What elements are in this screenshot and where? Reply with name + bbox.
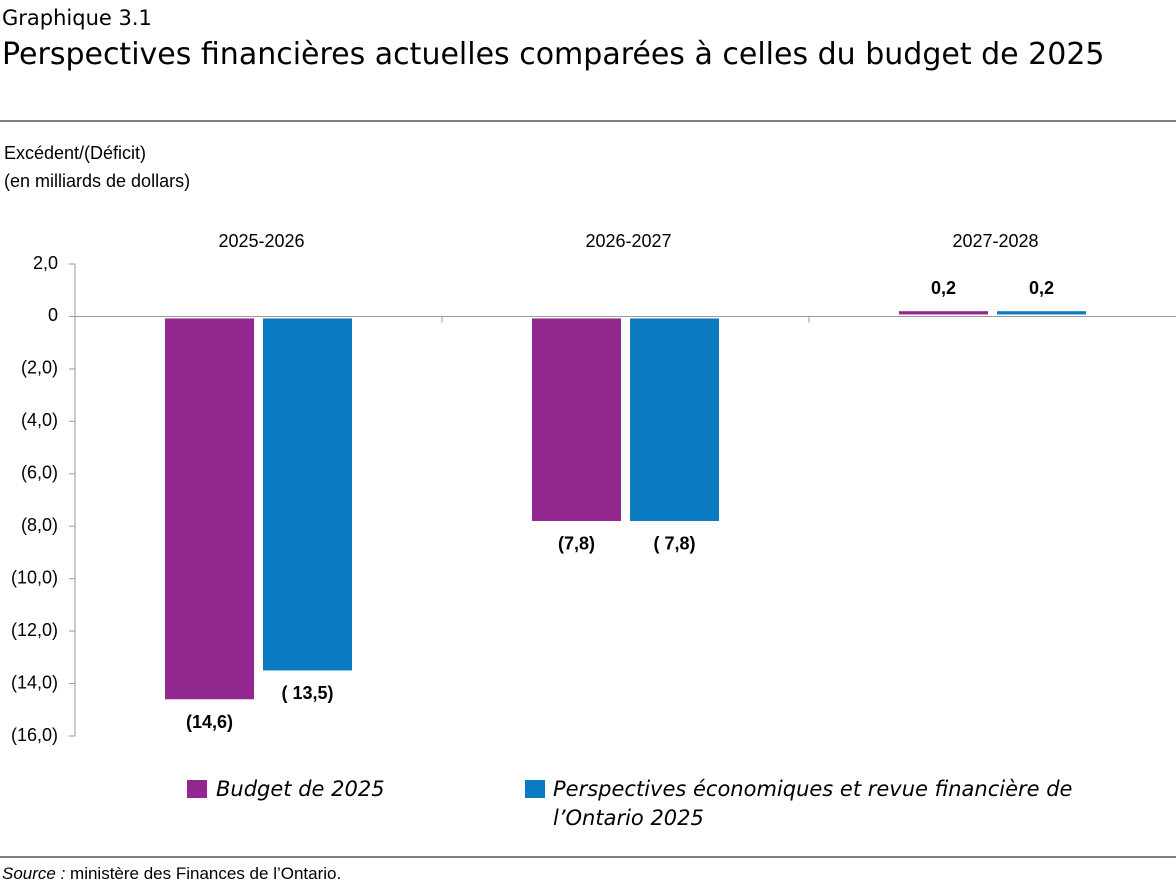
data-label: (7,8) (558, 534, 595, 554)
y-axis-title: Excédent/(Déficit) (4, 143, 146, 163)
source-text: ministère des Finances de l’Ontario. (65, 864, 342, 883)
y-tick-label: (2,0) (21, 358, 58, 378)
data-label: 0,2 (1029, 278, 1054, 298)
data-label: ( 7,8) (653, 534, 695, 554)
y-tick-label: (8,0) (21, 515, 58, 535)
x-tick-label: 2027-2028 (952, 231, 1038, 251)
y-tick-label: (10,0) (11, 567, 58, 587)
y-tick-label: (12,0) (11, 620, 58, 640)
bar (899, 311, 988, 315)
y-tick-label: (14,0) (11, 672, 58, 692)
chart-label: Graphique 3.1 (2, 6, 152, 30)
chart-title: Perspectives financières actuelles compa… (2, 37, 1105, 72)
y-axis-title: (en milliards de dollars) (4, 171, 190, 191)
y-tick-label: 2,0 (33, 253, 58, 273)
x-tick-label: 2026-2027 (585, 231, 671, 251)
y-tick-label: (4,0) (21, 410, 58, 430)
source-label: Source : (2, 864, 66, 883)
legend-swatch (187, 780, 207, 798)
data-label: ( 13,5) (281, 683, 333, 703)
data-label: 0,2 (931, 278, 956, 298)
bar (532, 318, 621, 521)
bar (263, 318, 352, 671)
legend-entry: Budget de 2025 (216, 777, 385, 801)
legend-swatch (525, 780, 545, 798)
data-label: (14,6) (186, 712, 233, 732)
y-tick-label: (16,0) (11, 725, 58, 745)
bar (165, 318, 254, 700)
y-tick-label: 0 (48, 305, 58, 325)
y-tick-label: (6,0) (21, 463, 58, 483)
x-tick-label: 2025-2026 (218, 231, 304, 251)
legend-entry: Perspectives économiques et revue financ… (553, 777, 1073, 830)
bar (997, 311, 1086, 315)
bar (630, 318, 719, 521)
source-note: Source : ministère des Finances de l’Ont… (2, 864, 341, 884)
